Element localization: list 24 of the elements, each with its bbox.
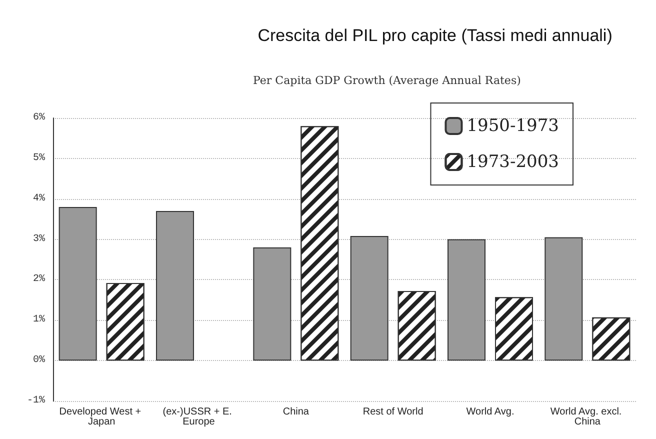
y-tick-label: 2% (32, 274, 45, 286)
y-tick-label: 4% (32, 193, 45, 204)
y-tick-label: 1% (32, 314, 45, 326)
bar (156, 210, 194, 361)
bar (544, 237, 583, 361)
legend-label: 1950-1973 (466, 116, 560, 136)
y-tick-label: 6% (32, 112, 45, 124)
x-tick-label: (ex-)USSR + E. Europe (162, 406, 235, 428)
x-tick-label: World Avg. (466, 406, 514, 418)
bar (58, 206, 97, 361)
x-tick-label: China (282, 406, 310, 418)
y-tick-label: -1% (26, 396, 45, 406)
chart-title: Crescita del PIL pro capite (Tassi medi annuali) (258, 26, 612, 45)
bar (350, 236, 388, 361)
legend-label: 1973-2003 (466, 152, 560, 172)
y-tick-label: 0% (32, 355, 45, 366)
x-tick-label: World Avg. excl. China (550, 406, 624, 428)
x-tick-label: Rest of World (362, 406, 424, 418)
y-tick-label: 3% (32, 234, 45, 245)
chart-subtitle: Per Capita GDP Growth (Average Annual Rates) (253, 74, 521, 87)
bar (253, 247, 292, 361)
bar (448, 239, 486, 361)
x-tick-label: Developed West + Japan (59, 406, 144, 428)
y-tick-label: 5% (32, 152, 45, 164)
